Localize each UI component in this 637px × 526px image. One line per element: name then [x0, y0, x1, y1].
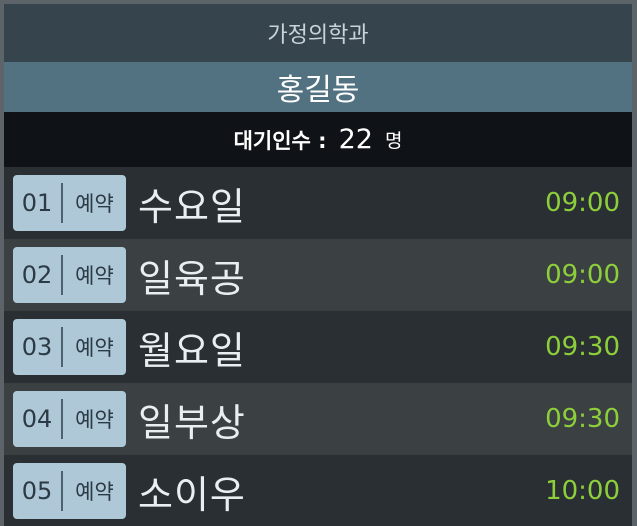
queue-number: 02: [21, 261, 53, 289]
patient-name: 월요일: [138, 328, 246, 373]
badge-divider: [61, 255, 63, 295]
queue-row: 03 예약 월요일 09:30: [4, 311, 632, 383]
patient-name: 일부상: [138, 400, 246, 445]
appointment-time: 09:00: [545, 260, 620, 290]
badge-divider: [61, 399, 63, 439]
reservation-tag: 예약: [75, 336, 114, 360]
reservation-tag: 예약: [75, 192, 114, 216]
queue-number: 05: [21, 477, 53, 505]
appointment-time: 09:00: [545, 188, 620, 218]
queue-number: 04: [21, 405, 53, 433]
reservation-tag: 예약: [75, 480, 114, 504]
queue-number: 01: [21, 189, 53, 217]
queue-row: 02 예약 일육공 09:00: [4, 239, 632, 311]
queue-board: 가정의학과 홍길동 대기인수 : 22 명 01 예약 수요일 09:00 02…: [4, 4, 632, 526]
queue-row: 04 예약 일부상 09:30: [4, 383, 632, 455]
appointment-time: 09:30: [545, 404, 620, 434]
queue-row: 05 예약 소이우 10:00: [4, 455, 632, 526]
department-title: 가정의학과: [4, 4, 632, 62]
reservation-tag: 예약: [75, 264, 114, 288]
queue-number: 03: [21, 333, 53, 361]
patient-name: 일육공: [138, 256, 246, 301]
badge-divider: [61, 327, 63, 367]
doctor-name: 홍길동: [4, 62, 632, 112]
appointment-time: 09:30: [545, 332, 620, 362]
queue-badge: 04 예약: [13, 391, 126, 447]
badge-divider: [61, 183, 63, 223]
badge-divider: [61, 471, 63, 511]
patient-name: 소이우: [138, 472, 246, 517]
waiting-count: 22: [338, 124, 373, 155]
queue-badge: 01 예약: [13, 175, 126, 231]
waiting-unit: 명: [384, 130, 403, 152]
reservation-tag: 예약: [75, 408, 114, 432]
queue-badge: 03 예약: [13, 319, 126, 375]
appointment-time: 10:00: [545, 476, 620, 506]
waiting-label: 대기인수 :: [233, 128, 327, 153]
queue-row: 01 예약 수요일 09:00: [4, 167, 632, 239]
patient-name: 수요일: [138, 184, 246, 229]
queue-badge: 05 예약: [13, 463, 126, 519]
queue-badge: 02 예약: [13, 247, 126, 303]
waiting-count-bar: 대기인수 : 22 명: [4, 112, 632, 167]
